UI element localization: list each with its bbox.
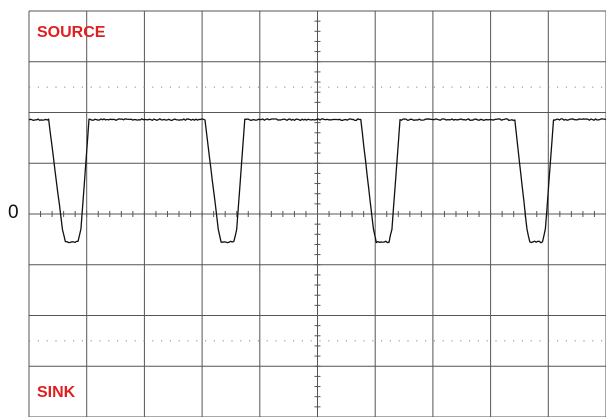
sink-label: SINK bbox=[37, 384, 76, 401]
trace-layer bbox=[28, 118, 606, 244]
trace-line-0 bbox=[28, 118, 606, 244]
source-label: SOURCE bbox=[37, 24, 106, 41]
zero-label: 0 bbox=[8, 202, 19, 223]
axis-ticks bbox=[28, 10, 606, 417]
